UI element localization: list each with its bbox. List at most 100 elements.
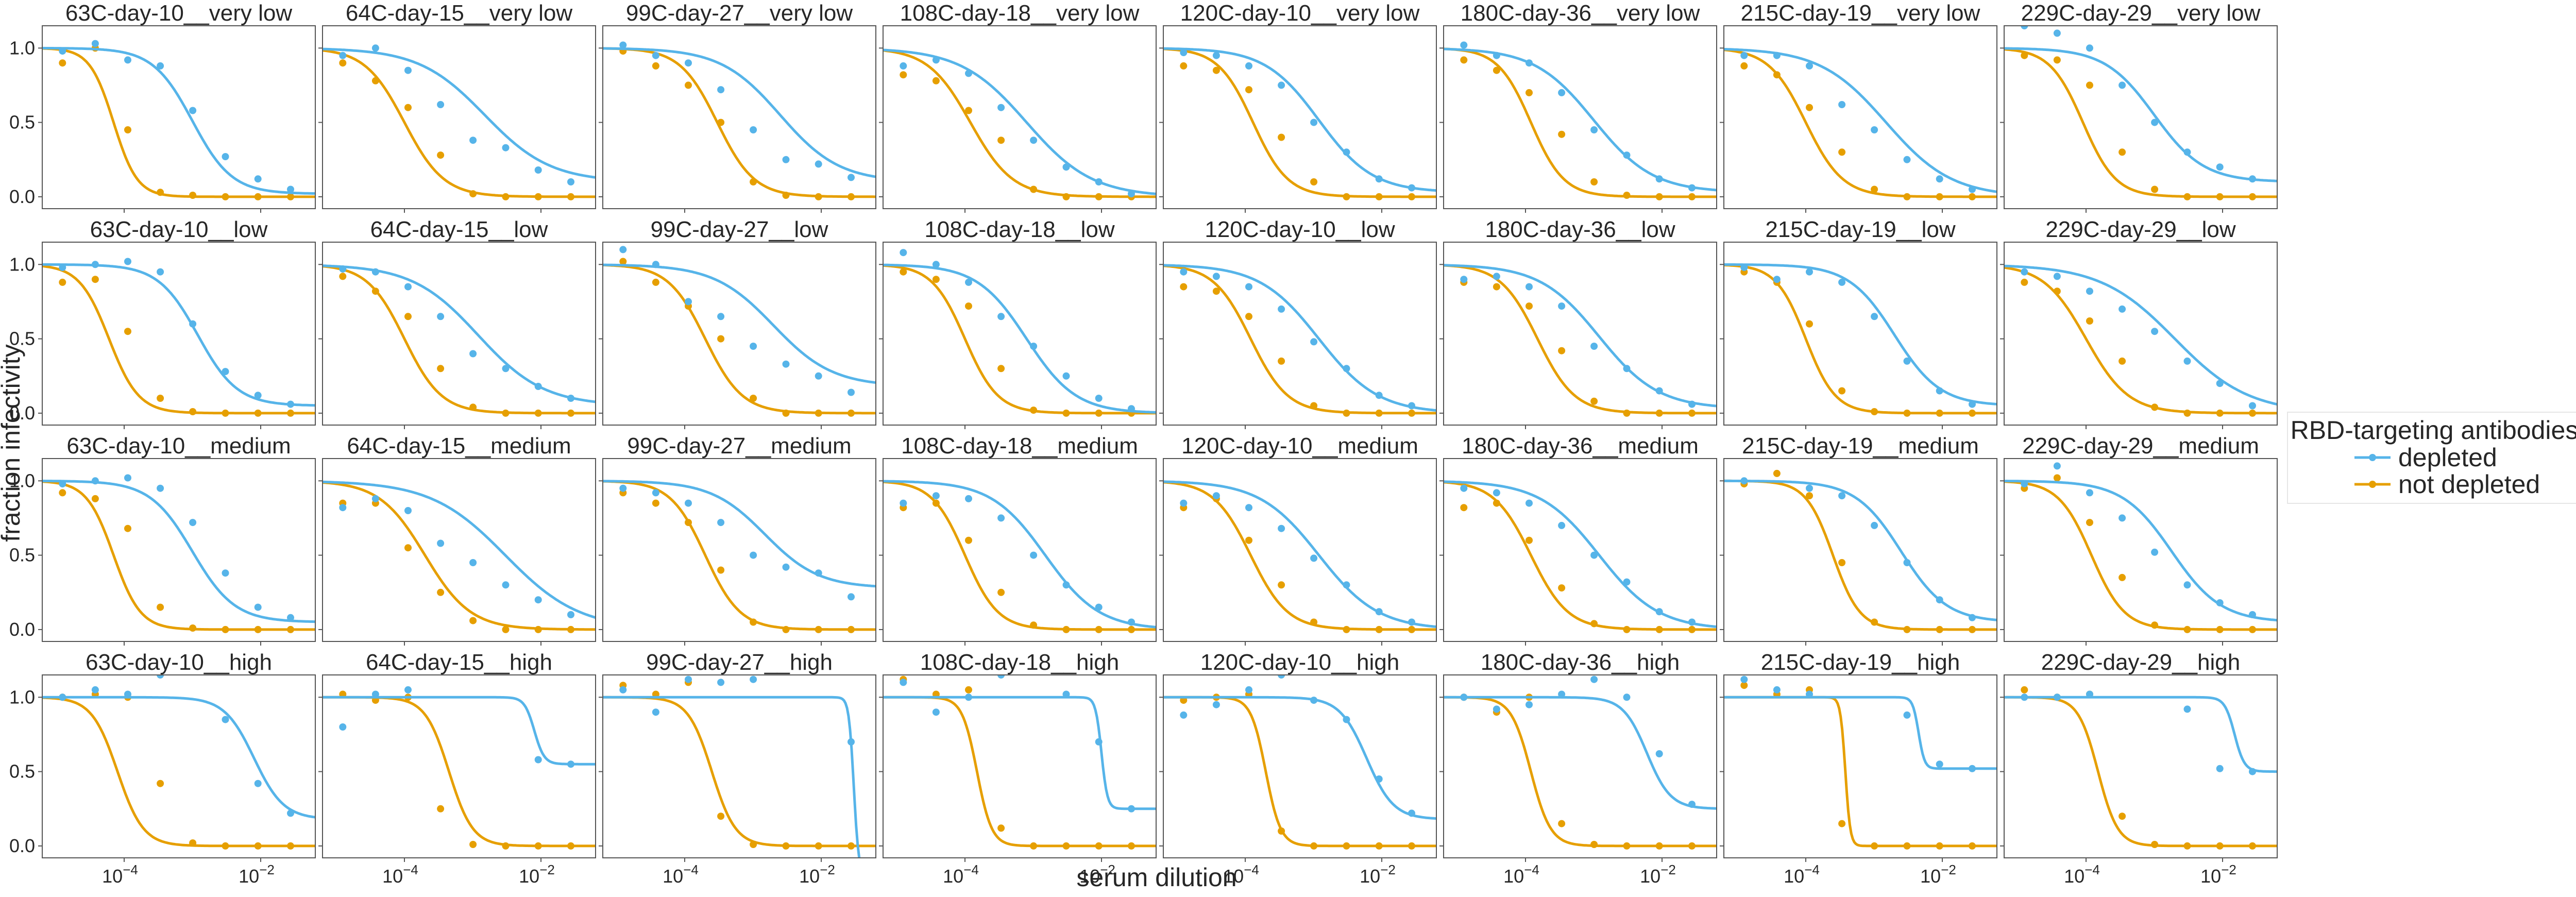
panel-title: 180C-day-36__very low <box>1461 1 1700 26</box>
point-depleted <box>534 383 542 390</box>
point-not-depleted <box>717 119 725 126</box>
panel-frame <box>883 242 1157 426</box>
panel-frame <box>42 674 316 858</box>
point-depleted <box>567 760 574 768</box>
point-not-depleted <box>932 77 940 84</box>
point-not-depleted <box>997 137 1005 144</box>
point-depleted <box>567 611 574 618</box>
panel: 99C-day-27__low <box>599 217 876 429</box>
point-not-depleted <box>1590 841 1598 848</box>
point-not-depleted <box>815 409 822 417</box>
point-depleted <box>900 499 907 507</box>
point-depleted <box>1460 484 1468 492</box>
point-depleted <box>932 56 940 64</box>
point-not-depleted <box>997 365 1005 373</box>
panel-frame <box>1723 674 1997 858</box>
curve-not-depleted <box>883 480 1156 631</box>
y-tick-label: 0.5 <box>9 545 35 566</box>
point-depleted <box>1688 801 1696 808</box>
point-depleted <box>900 62 907 70</box>
point-depleted <box>2183 581 2191 589</box>
point-not-depleted <box>1623 192 1631 199</box>
panel-title: 64C-day-15__high <box>366 650 552 675</box>
point-not-depleted <box>502 409 510 417</box>
curve-depleted <box>1163 480 1436 628</box>
panel-plot-area <box>1163 675 1436 850</box>
point-not-depleted <box>437 805 445 813</box>
point-not-depleted <box>1062 193 1070 200</box>
point-depleted <box>1493 705 1500 713</box>
point-depleted <box>1180 711 1188 719</box>
point-not-depleted <box>469 403 477 411</box>
point-not-depleted <box>2151 621 2159 629</box>
point-not-depleted <box>1128 842 1135 850</box>
point-depleted <box>1655 175 1663 183</box>
point-depleted <box>1623 693 1631 701</box>
point-depleted <box>404 66 412 74</box>
point-not-depleted <box>222 409 229 417</box>
point-not-depleted <box>997 824 1005 832</box>
point-not-depleted <box>2119 357 2126 365</box>
y-axis-label: fraction infectivity <box>0 344 25 541</box>
point-depleted <box>59 693 66 701</box>
panel: 180C-day-36__very low <box>1439 1 1717 213</box>
point-not-depleted <box>2119 573 2126 581</box>
point-not-depleted <box>1310 618 1318 626</box>
panel-title: 215C-day-19__very low <box>1741 1 1980 26</box>
curve-depleted <box>1163 47 1436 192</box>
point-not-depleted <box>2151 185 2159 193</box>
curve-not-depleted <box>2004 480 2277 631</box>
panel-title: 229C-day-29__very low <box>2021 1 2261 26</box>
y-tick-label: 0.0 <box>9 835 35 856</box>
panel-plot-area <box>42 258 315 417</box>
y-tick-label: 1.0 <box>9 253 35 275</box>
curve-depleted <box>323 480 596 619</box>
curve-depleted <box>883 480 1156 629</box>
panel-plot-area <box>42 474 315 633</box>
panel: 63C-day-10__very low 0.0 0.5 1.0 <box>9 1 316 213</box>
point-depleted <box>1062 163 1070 171</box>
point-depleted <box>685 298 692 306</box>
panel-frame <box>1723 25 1997 209</box>
curve-depleted <box>883 696 1156 810</box>
point-depleted <box>717 86 725 94</box>
point-depleted <box>1838 278 1846 286</box>
y-tick-label: 0.0 <box>9 186 35 207</box>
point-depleted <box>287 185 294 193</box>
point-depleted <box>1030 343 1038 350</box>
panel-title: 180C-day-36__medium <box>1462 433 1699 459</box>
panel-title: 215C-day-19__low <box>1765 217 1956 242</box>
point-not-depleted <box>1095 842 1103 850</box>
x-tick-exponent: −2 <box>1941 862 1956 877</box>
curve-depleted <box>1444 47 1717 192</box>
point-depleted <box>1969 614 1976 621</box>
panel-title: 63C-day-10__low <box>90 217 268 242</box>
curve-not-depleted <box>883 264 1156 415</box>
x-tick-exponent: −4 <box>963 862 979 877</box>
panel-title: 63C-day-10__high <box>86 650 272 675</box>
point-depleted <box>1558 521 1566 529</box>
point-not-depleted <box>1740 62 1748 70</box>
point-depleted <box>59 47 66 55</box>
curve-depleted <box>323 696 596 766</box>
point-not-depleted <box>1408 625 1415 633</box>
point-depleted <box>1903 357 1911 365</box>
panel-title: 63C-day-10__medium <box>66 433 291 459</box>
point-depleted <box>254 603 262 611</box>
point-not-depleted <box>2151 403 2159 411</box>
point-depleted <box>339 723 347 731</box>
legend-entry-depleted: depleted <box>2354 443 2497 472</box>
point-not-depleted <box>91 495 99 502</box>
point-depleted <box>1936 596 1943 604</box>
panel-frame <box>1443 242 1717 426</box>
panel-plot-area <box>1444 480 1717 633</box>
point-depleted <box>932 708 940 716</box>
point-depleted <box>222 569 229 577</box>
point-depleted <box>222 716 229 723</box>
curve-depleted <box>1444 696 1717 810</box>
panel-title: 99C-day-27__very low <box>626 1 853 26</box>
point-not-depleted <box>189 839 197 847</box>
point-depleted <box>1590 551 1598 559</box>
panel-plot-area <box>883 675 1156 850</box>
point-depleted <box>287 400 294 408</box>
